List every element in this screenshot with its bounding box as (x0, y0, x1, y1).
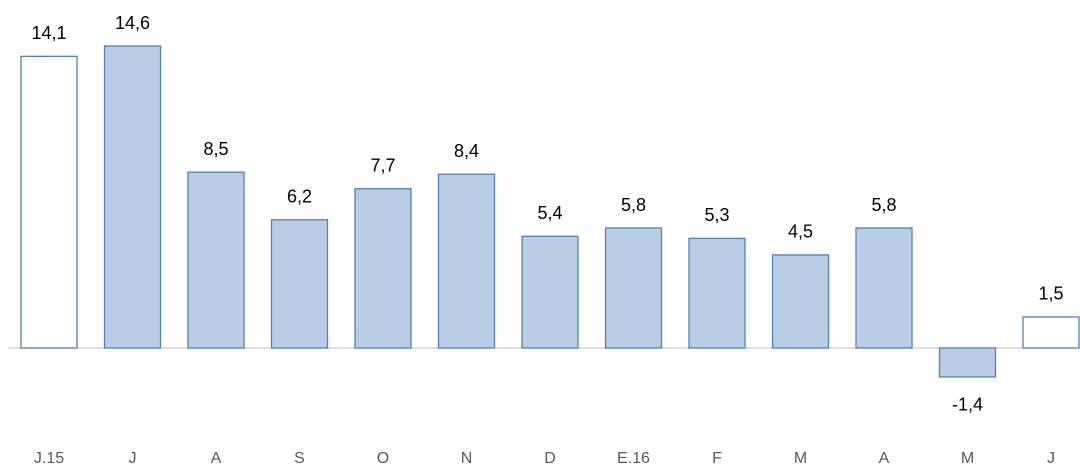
x-tick-label: D (544, 450, 556, 466)
value-label: 6,2 (287, 187, 312, 207)
bar (604, 227, 663, 349)
x-tick-label: J.15 (34, 450, 64, 466)
value-label: 8,5 (203, 139, 228, 159)
value-label: 5,4 (537, 203, 562, 223)
x-tick-label: J (1047, 450, 1055, 466)
bar (938, 347, 997, 378)
value-label: 14,6 (115, 13, 150, 33)
bar (187, 171, 245, 349)
x-tick-label: E.16 (617, 450, 650, 466)
x-tick-label: O (377, 450, 389, 466)
bar (270, 219, 329, 349)
x-tick-label: N (461, 450, 473, 466)
value-label: 8,4 (454, 141, 479, 161)
bar (688, 237, 746, 349)
x-tick-label: A (211, 450, 222, 466)
bar (354, 188, 412, 349)
bar (20, 55, 78, 349)
bar (103, 45, 162, 349)
bar (521, 235, 579, 349)
bar (771, 254, 830, 349)
value-label: 1,5 (1038, 284, 1063, 304)
value-label: 7,7 (370, 155, 395, 175)
x-tick-label: M (794, 450, 807, 466)
value-label: 5,3 (704, 205, 729, 225)
bar (437, 173, 496, 349)
x-tick-label: J (129, 450, 137, 466)
bar (1022, 316, 1080, 349)
value-label: 5,8 (621, 195, 646, 215)
x-tick-label: M (961, 450, 974, 466)
x-tick-label: F (712, 450, 722, 466)
x-tick-label: A (879, 450, 890, 466)
bar (855, 227, 913, 349)
value-label: 5,8 (871, 195, 896, 215)
value-label: 4,5 (788, 222, 813, 242)
value-label: -1,4 (952, 395, 983, 415)
value-label: 14,1 (31, 23, 66, 43)
x-tick-label: S (294, 450, 305, 466)
